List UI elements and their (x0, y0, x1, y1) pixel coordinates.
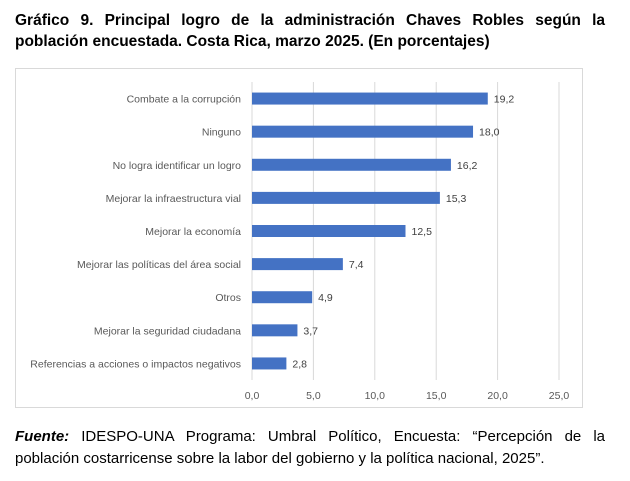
x-tick-label: 15,0 (426, 390, 447, 402)
bar-chart: 0,0 5,0 10,0 15,0 20,0 25,0 Combate a la corru… (30, 82, 570, 402)
x-tick-label: 10,0 (365, 390, 386, 402)
chart-title: Gráfico 9. Principal logro de la adminis… (15, 12, 605, 50)
category-label: Mejorar la seguridad ciudadana (94, 325, 241, 337)
bar (252, 125, 474, 138)
category-label: Referencias a acciones o impactos negati… (30, 358, 241, 370)
x-tick-label: 0,0 (245, 390, 260, 402)
data-label: 12,5 (412, 226, 433, 238)
chart-area: 0,0 5,0 10,0 15,0 20,0 25,0 Combate a la corru… (15, 68, 583, 408)
x-tick-label: 5,0 (306, 390, 321, 402)
source-text: IDESPO-UNA Programa: Umbral Político, En… (15, 428, 605, 467)
bar (252, 92, 488, 105)
data-label: 2,8 (292, 358, 307, 370)
category-label: Ninguno (202, 127, 241, 139)
x-tick-label: 20,0 (487, 390, 508, 402)
category-label: Mejorar la economía (145, 226, 241, 238)
source-label: Fuente: (15, 428, 70, 445)
data-label: 3,7 (303, 325, 318, 337)
category-label: Otros (215, 292, 241, 304)
data-label: 7,4 (349, 259, 364, 271)
category-label: Mejorar las políticas del área social (77, 259, 241, 271)
bar (252, 191, 440, 204)
bar (252, 258, 343, 271)
x-tick-label: 25,0 (549, 390, 570, 402)
bar (252, 324, 298, 337)
category-label: No logra identificar un logro (113, 160, 242, 172)
category-label: Mejorar la infraestructura vial (106, 193, 241, 205)
data-label: 19,2 (494, 94, 515, 106)
source-note: Fuente: IDESPO-UNA Programa: Umbral Polí… (15, 426, 605, 470)
bar (252, 357, 287, 370)
bar (252, 158, 451, 171)
category-label: Combate a la corrupción (127, 94, 242, 106)
data-label: 15,3 (446, 193, 467, 205)
data-label: 4,9 (318, 292, 333, 304)
data-label: 16,2 (457, 160, 478, 172)
bar (252, 225, 406, 237)
bar (252, 291, 313, 304)
data-label: 18,0 (479, 127, 500, 139)
